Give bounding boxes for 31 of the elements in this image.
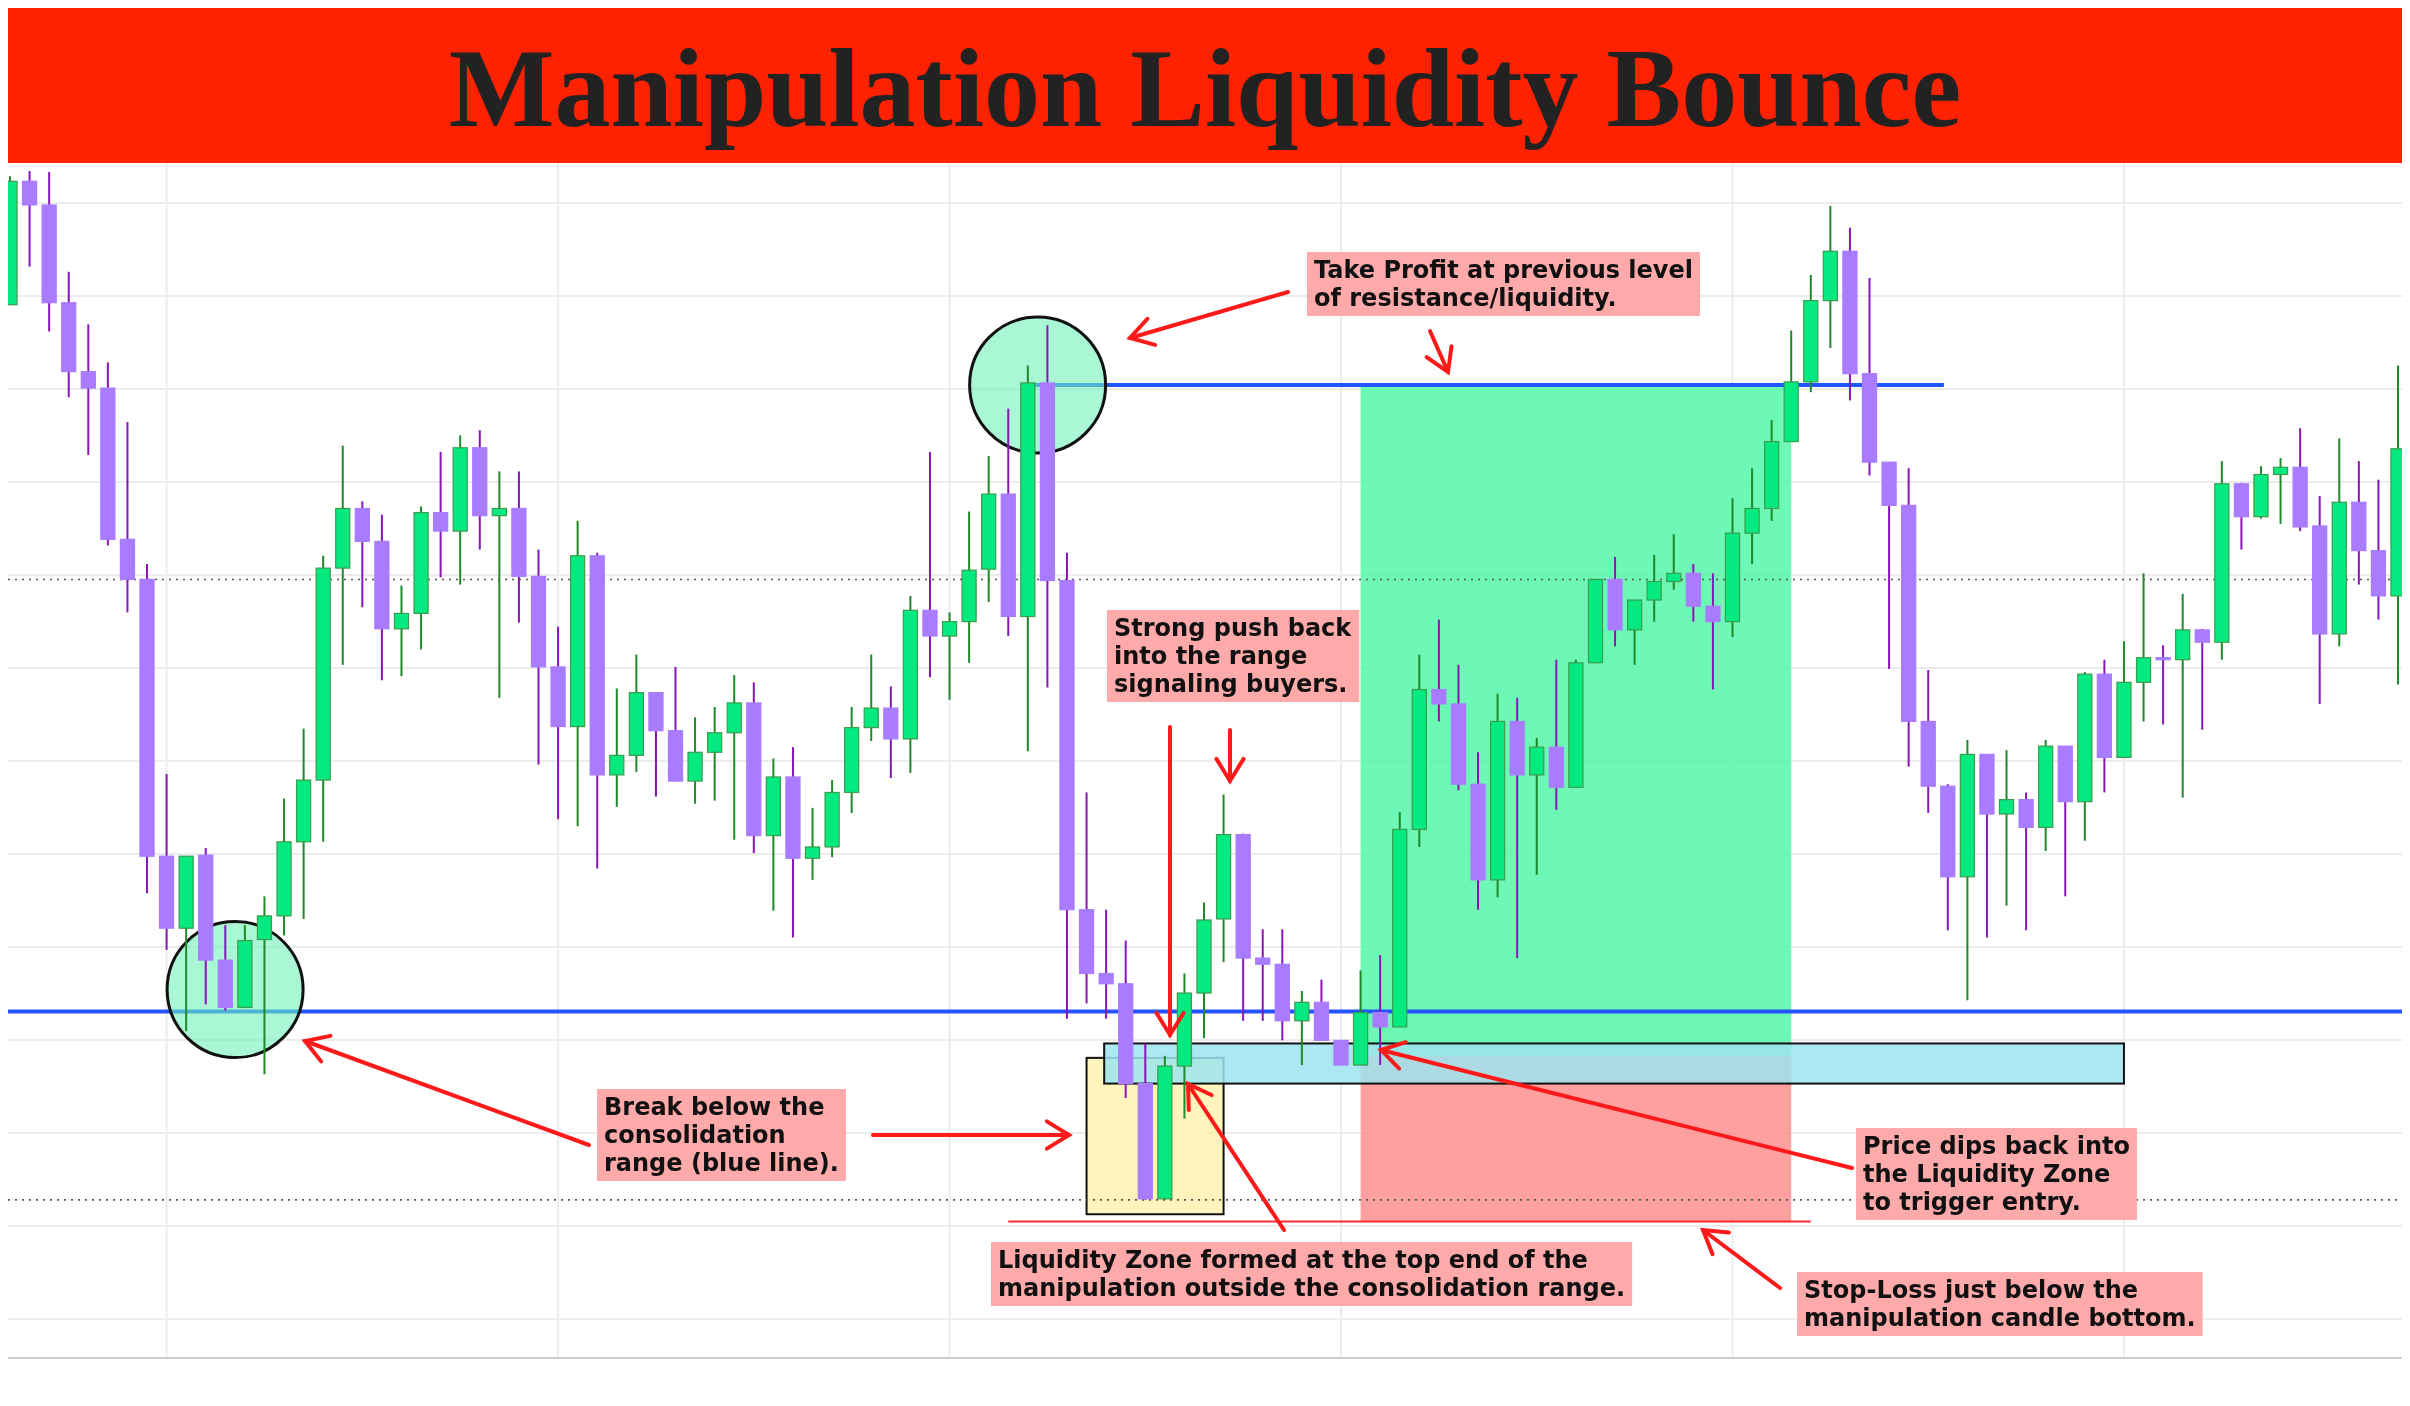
chart-title: Manipulation Liquidity Bounce (448, 26, 1962, 150)
candlestick (609, 687, 625, 808)
annotation: Price dips back into the Liquidity Zone to trigger entry. (1863, 1132, 2130, 1216)
annotation: Strong push back into the range signaling buyers. (1114, 614, 1353, 698)
candlestick (1372, 953, 1388, 1067)
annotation: Take Profit at previous level of resistance/liquidity. (1314, 256, 1694, 312)
candlestick (2155, 644, 2171, 726)
candlestick (1646, 553, 1662, 623)
candlestick (804, 806, 821, 881)
candlestick (1705, 572, 1721, 691)
candlestick (2194, 627, 2210, 731)
text: Liquidity Zone formed at the top end of the manipulation outside the consolidation range. (998, 1246, 1626, 1302)
candlestick (863, 653, 879, 742)
candlestick (256, 895, 273, 1076)
candlestick (2272, 457, 2289, 525)
annotation: Break below the consolidation range (blue line). (604, 1093, 839, 1177)
candlestick (432, 450, 449, 579)
candlestick (1255, 928, 1271, 1022)
candlestick (707, 706, 723, 802)
text: Stop-Loss just below the manipulation candle bottom. (1804, 1276, 2196, 1332)
candlestick (1998, 749, 2015, 907)
candlestick (21, 170, 38, 268)
candlestick (1294, 989, 1310, 1067)
candlestick (1666, 533, 1682, 591)
candlestick (393, 584, 410, 678)
candlestick (491, 470, 507, 699)
candlestick (941, 611, 958, 701)
candlestick (1098, 908, 1114, 1020)
candlestick (922, 450, 938, 679)
candlestick (80, 323, 96, 456)
candlestick (1431, 618, 1447, 723)
